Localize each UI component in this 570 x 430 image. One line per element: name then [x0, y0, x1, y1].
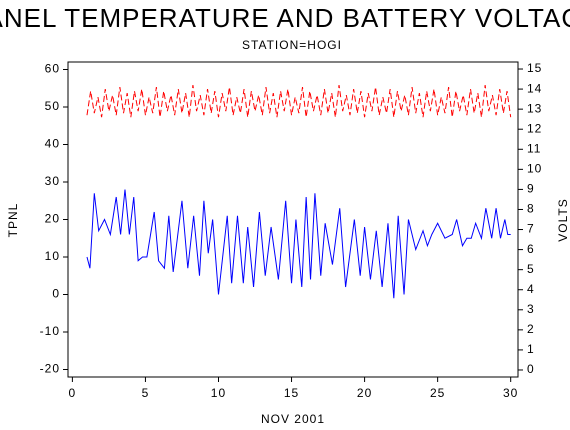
series-line — [86, 85, 512, 118]
y-tick-label: 10 — [45, 249, 60, 263]
x-tick-label: 30 — [503, 386, 518, 400]
y2-tick-label: 13 — [527, 101, 542, 115]
x-tick-label: 15 — [284, 386, 299, 400]
y2-tick-label: 3 — [527, 302, 535, 316]
x-tick-label: 5 — [142, 386, 150, 400]
y2-tick-label: 8 — [527, 202, 535, 216]
chart-title: PANEL TEMPERATURE AND BATTERY VOLTAGE — [0, 3, 570, 33]
y2-tick-label: 6 — [527, 242, 535, 256]
y-tick-label: -20 — [40, 362, 60, 376]
x-tick-label: 25 — [430, 386, 445, 400]
chart-subtitle: STATION=HOGI — [242, 38, 342, 52]
y2-tick-label: 0 — [527, 362, 535, 376]
y2-tick-label: 7 — [527, 222, 535, 236]
y-tick-label: 40 — [45, 137, 60, 151]
y2-tick-label: 15 — [527, 61, 542, 75]
y-tick-label: -10 — [40, 324, 60, 338]
y2-axis-label: VOLTS — [556, 198, 570, 241]
y2-tick-label: 1 — [527, 342, 535, 356]
y2-tick-label: 10 — [527, 162, 542, 176]
y2-tick-label: 11 — [527, 141, 541, 155]
x-tick-label: 10 — [211, 386, 226, 400]
y-tick-label: 20 — [45, 212, 60, 226]
series-line — [86, 189, 511, 299]
y-tick-label: 30 — [45, 174, 60, 188]
y2-tick-label: 9 — [527, 182, 535, 196]
y2-tick-label: 4 — [527, 282, 535, 296]
x-tick-label: 0 — [69, 386, 77, 400]
x-tick-label: 20 — [357, 386, 372, 400]
y2-tick-label: 14 — [527, 81, 542, 95]
y2-tick-label: 12 — [527, 121, 542, 135]
y-tick-label: 0 — [52, 287, 60, 301]
x-axis-label: NOV 2001 — [261, 412, 325, 426]
y2-tick-label: 5 — [527, 262, 535, 276]
y2-tick-label: 2 — [527, 322, 535, 336]
y-tick-label: 50 — [45, 99, 60, 113]
y-tick-label: 60 — [45, 62, 60, 76]
y-axis-label: TPNL — [6, 203, 20, 238]
